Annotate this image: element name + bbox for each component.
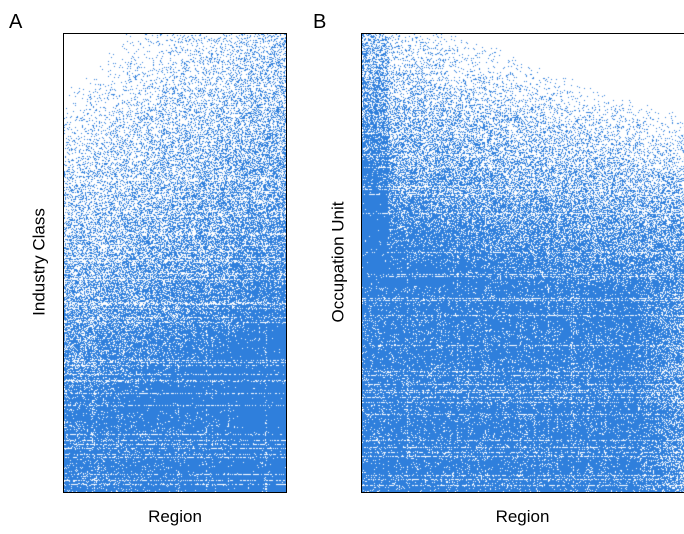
panel-a-xlabel: Region <box>148 507 202 526</box>
panel-b-xlabel: Region <box>495 507 550 526</box>
panel-b-heatmap <box>361 33 684 493</box>
panel-b-letter: B <box>313 11 327 33</box>
panel-a-letter: A <box>9 11 23 33</box>
panel-a-heatmap-cells <box>64 34 286 492</box>
panel-a-ylabel: Industry Class <box>29 208 49 316</box>
panel-b-heatmap-cells <box>362 34 684 492</box>
panel-a-heatmap <box>63 33 287 493</box>
panel-b-ylabel: Occupation Unit <box>328 201 348 323</box>
